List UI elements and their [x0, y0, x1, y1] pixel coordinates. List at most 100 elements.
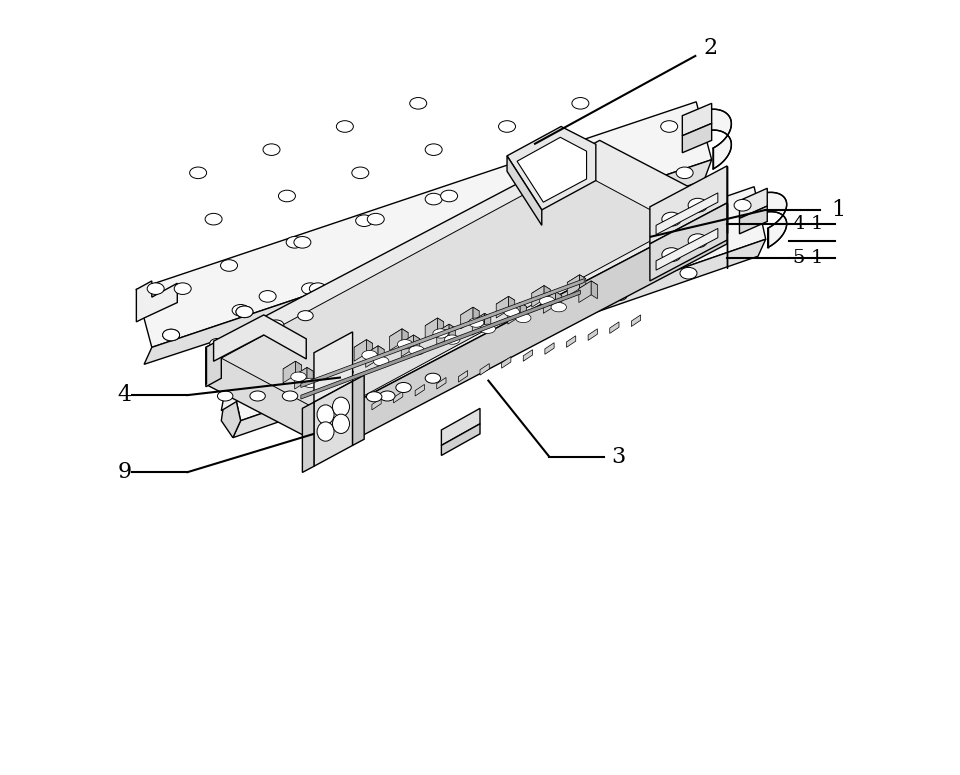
- Polygon shape: [233, 239, 766, 438]
- Ellipse shape: [468, 318, 484, 327]
- Ellipse shape: [250, 391, 265, 401]
- Polygon shape: [532, 285, 544, 307]
- Ellipse shape: [348, 391, 363, 401]
- Polygon shape: [205, 339, 222, 387]
- Ellipse shape: [269, 320, 284, 330]
- Polygon shape: [523, 350, 533, 361]
- Polygon shape: [472, 313, 485, 335]
- Polygon shape: [343, 356, 348, 374]
- Ellipse shape: [240, 384, 257, 394]
- Polygon shape: [683, 123, 711, 153]
- Polygon shape: [401, 335, 414, 357]
- Polygon shape: [296, 361, 301, 379]
- Ellipse shape: [332, 397, 349, 416]
- Ellipse shape: [734, 199, 751, 211]
- Polygon shape: [352, 375, 364, 446]
- Polygon shape: [532, 285, 550, 297]
- Ellipse shape: [541, 311, 558, 322]
- Polygon shape: [302, 402, 314, 473]
- Ellipse shape: [317, 329, 334, 341]
- Polygon shape: [283, 361, 296, 383]
- Ellipse shape: [301, 283, 319, 294]
- Polygon shape: [366, 346, 378, 367]
- Polygon shape: [394, 391, 403, 403]
- Polygon shape: [136, 281, 178, 322]
- Text: 9: 9: [118, 461, 132, 484]
- Polygon shape: [508, 302, 526, 314]
- Polygon shape: [372, 398, 381, 410]
- Ellipse shape: [664, 221, 682, 232]
- Ellipse shape: [302, 378, 318, 388]
- Ellipse shape: [162, 329, 180, 341]
- Polygon shape: [449, 324, 455, 342]
- Ellipse shape: [456, 236, 473, 248]
- Ellipse shape: [649, 174, 666, 186]
- Ellipse shape: [425, 144, 443, 156]
- Ellipse shape: [336, 121, 353, 133]
- Ellipse shape: [291, 372, 306, 381]
- Ellipse shape: [572, 98, 588, 109]
- Polygon shape: [566, 336, 576, 347]
- Polygon shape: [610, 322, 619, 333]
- Polygon shape: [295, 367, 313, 379]
- Polygon shape: [502, 356, 511, 368]
- Ellipse shape: [221, 260, 237, 271]
- Ellipse shape: [480, 324, 495, 333]
- Polygon shape: [509, 296, 515, 314]
- Ellipse shape: [397, 339, 413, 349]
- Text: 1: 1: [831, 199, 846, 221]
- Polygon shape: [461, 307, 473, 329]
- Ellipse shape: [456, 286, 473, 298]
- Ellipse shape: [529, 213, 546, 225]
- Polygon shape: [507, 156, 541, 226]
- Polygon shape: [390, 329, 402, 350]
- Polygon shape: [222, 368, 256, 411]
- Polygon shape: [650, 166, 727, 244]
- Ellipse shape: [248, 337, 265, 349]
- Ellipse shape: [309, 283, 326, 294]
- Polygon shape: [350, 405, 360, 417]
- Polygon shape: [425, 318, 438, 339]
- Ellipse shape: [332, 376, 349, 388]
- Ellipse shape: [368, 213, 384, 225]
- Polygon shape: [580, 275, 586, 292]
- Ellipse shape: [688, 198, 708, 212]
- Ellipse shape: [402, 354, 419, 366]
- Ellipse shape: [525, 264, 542, 276]
- Ellipse shape: [383, 260, 399, 271]
- Polygon shape: [213, 315, 306, 361]
- Polygon shape: [425, 318, 444, 329]
- Ellipse shape: [236, 306, 253, 318]
- Polygon shape: [314, 381, 352, 467]
- Text: 2: 2: [703, 36, 717, 59]
- Ellipse shape: [441, 190, 458, 202]
- Ellipse shape: [410, 98, 426, 109]
- Ellipse shape: [444, 335, 460, 344]
- Ellipse shape: [661, 248, 682, 262]
- Ellipse shape: [580, 196, 596, 208]
- Polygon shape: [319, 350, 337, 362]
- Polygon shape: [480, 363, 490, 375]
- Polygon shape: [144, 160, 711, 364]
- Polygon shape: [588, 329, 597, 340]
- Polygon shape: [545, 343, 554, 354]
- Ellipse shape: [441, 239, 458, 251]
- Ellipse shape: [259, 291, 276, 302]
- Polygon shape: [136, 102, 711, 347]
- Polygon shape: [473, 307, 479, 325]
- Polygon shape: [330, 356, 343, 378]
- Ellipse shape: [263, 397, 280, 408]
- Text: 4: 4: [118, 384, 132, 406]
- Polygon shape: [222, 168, 680, 415]
- Ellipse shape: [551, 302, 566, 312]
- Ellipse shape: [510, 218, 527, 229]
- Ellipse shape: [425, 374, 441, 384]
- Polygon shape: [333, 207, 727, 451]
- Ellipse shape: [278, 190, 296, 202]
- Polygon shape: [442, 424, 480, 456]
- Ellipse shape: [174, 283, 191, 294]
- Polygon shape: [205, 347, 333, 451]
- Polygon shape: [579, 281, 597, 292]
- Polygon shape: [205, 140, 727, 414]
- Polygon shape: [229, 187, 766, 421]
